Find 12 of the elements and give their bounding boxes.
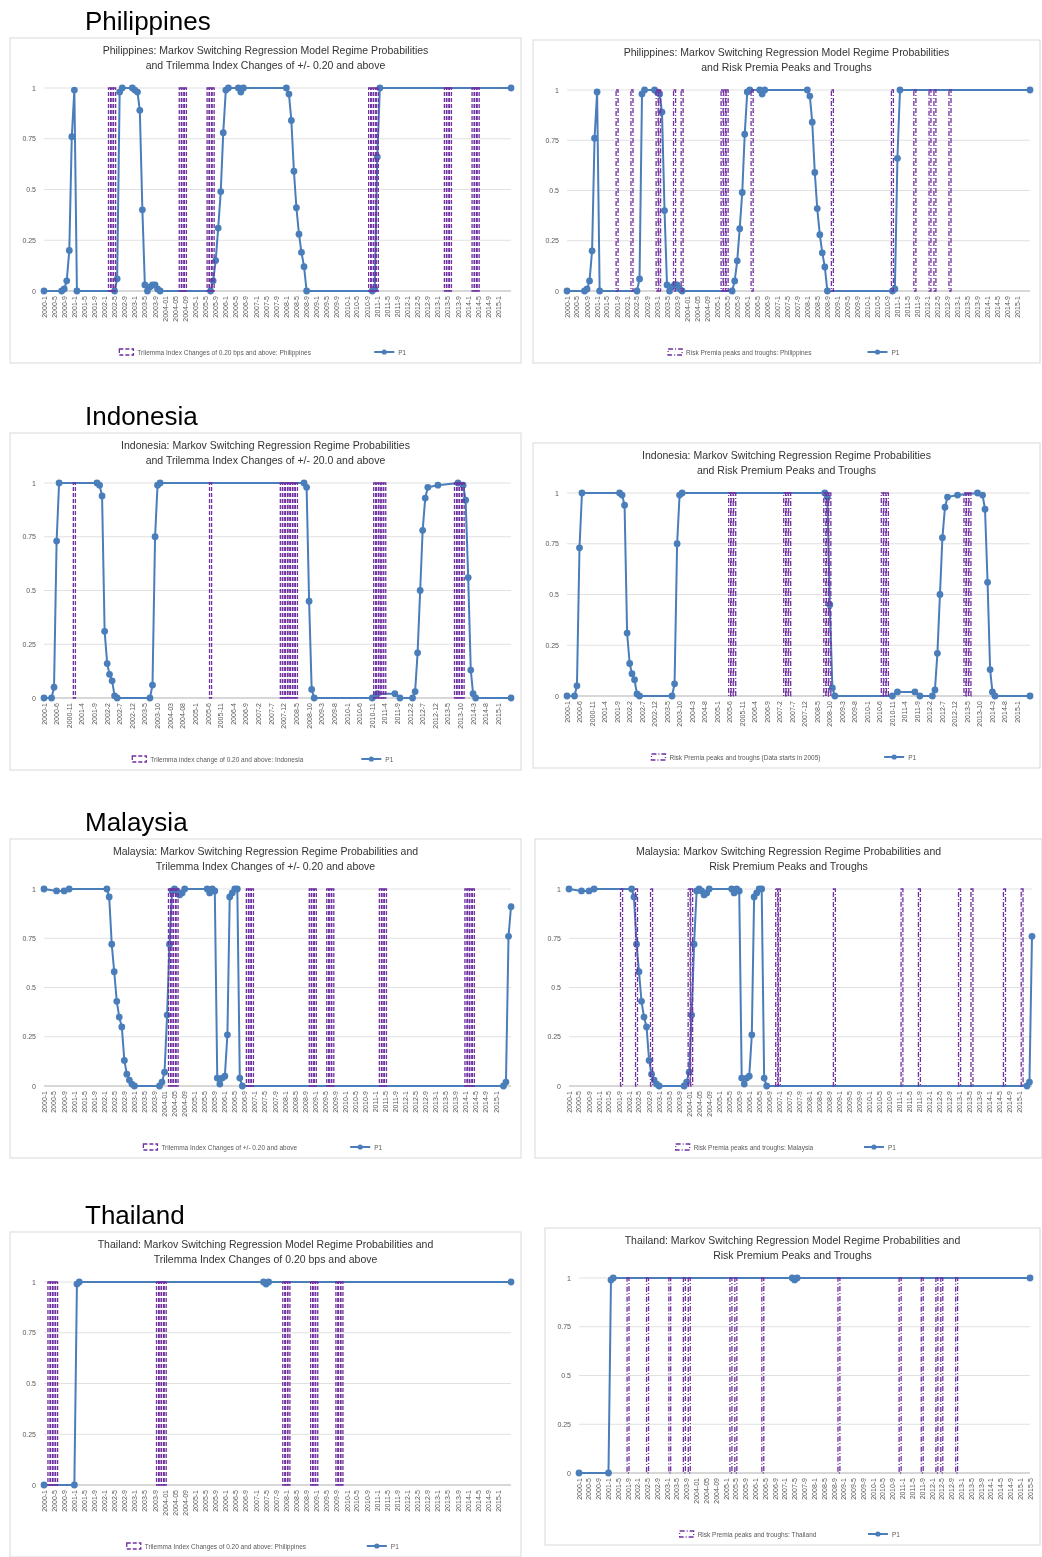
chart-title: Thailand: Markov Switching Regression Model Regime Probabilities and Trilemma Index Changes of 0.20 bps and above <box>97 1238 434 1265</box>
text: Philippines <box>85 6 211 36</box>
chart-title: Malaysia: Markov Switching Regression Regime Probabilities and Trilemma Index Changes of +/- 0.20 and above <box>112 845 419 872</box>
text: Malaysia <box>85 807 189 837</box>
chart-title: Philippines: Markov Switching Regression Model Regime Probabilities and Risk Premia Peaks and Troughs <box>623 46 950 73</box>
chart-title: Indonesia: Markov Switching Regression Regime Probabilities and Risk Premium Peaks and Troughs <box>642 449 931 476</box>
chart-title: Philippines: Markov Switching Regression Model Regime Probabilities and Trilemma Index Changes of +/- 0.20 and above <box>102 44 429 71</box>
chart-title: Malaysia: Markov Switching Regression Regime Probabilities and Risk Premium Peaks and Troughs <box>635 845 942 872</box>
chart-title: Indonesia: Markov Switching Regression Regime Probabilities and Trilemma Index Changes of +/- 20.0 and above <box>121 439 410 466</box>
text: Thailand <box>85 1200 185 1230</box>
chart-title: Thailand: Markov Switching Regression Model Regime Probabilities and Risk Premium Peaks and Troughs <box>624 1234 961 1261</box>
text: Indonesia <box>85 401 199 431</box>
